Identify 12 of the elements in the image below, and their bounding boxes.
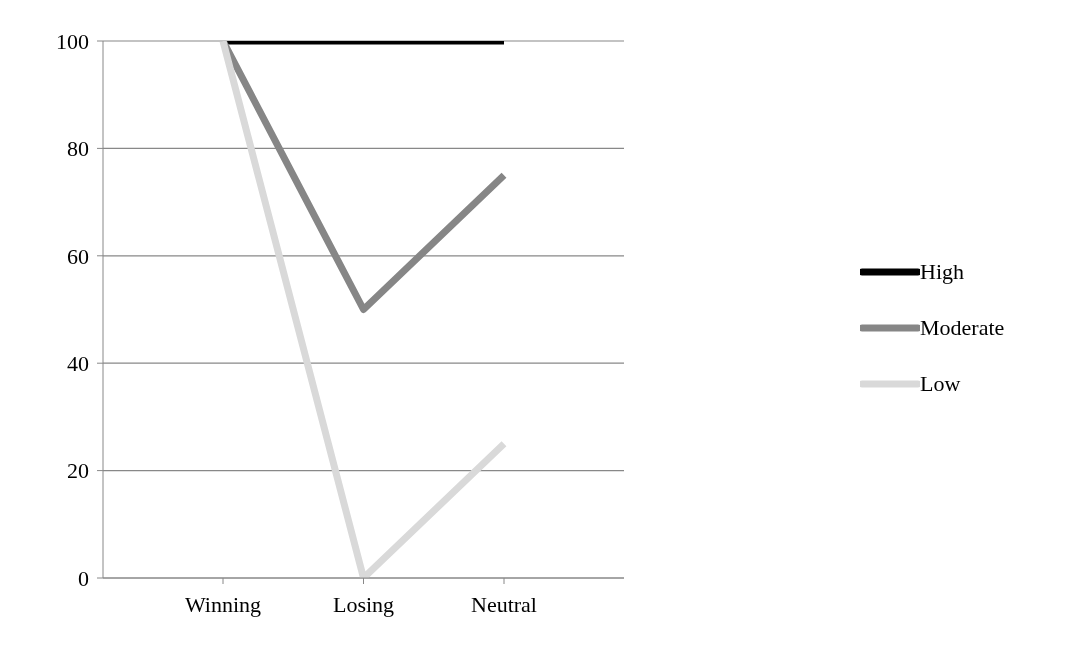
y-tick-label: 80 [67,136,89,162]
y-tick-label: 40 [67,351,89,377]
x-tick-label: Losing [332,591,395,617]
y-tick-label: 20 [67,458,89,484]
y-tick-label: 60 [67,243,89,269]
x-tick-label: Neutral [471,591,537,617]
legend-label: Low [920,371,961,397]
y-tick-label: 0 [78,565,89,591]
legend-label: High [920,259,964,285]
legend-label: Moderate [920,315,1005,341]
y-tick-label: 100 [56,28,89,54]
x-tick-label: Winning [184,591,262,617]
